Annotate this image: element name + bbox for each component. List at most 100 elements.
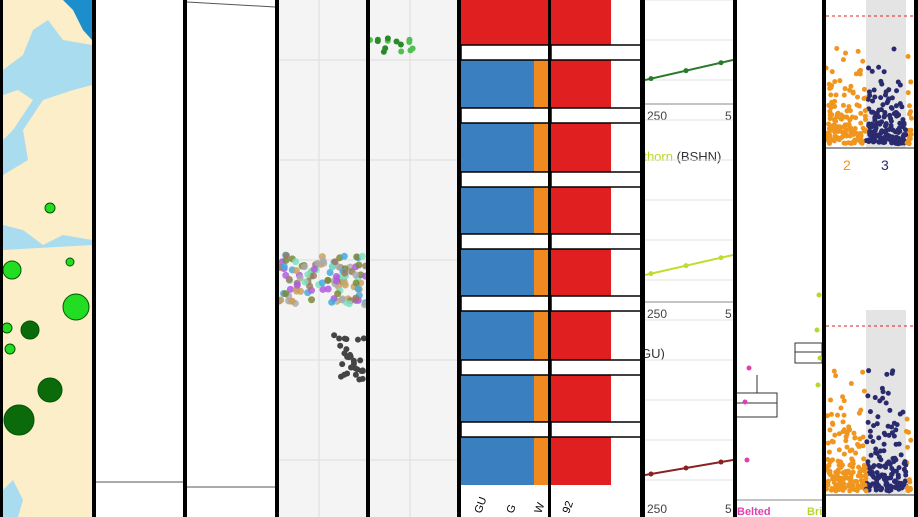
point [850, 90, 856, 96]
point [869, 129, 875, 135]
point [826, 463, 831, 469]
point [857, 137, 863, 143]
point [905, 90, 911, 96]
point [815, 382, 821, 388]
point [861, 86, 867, 92]
point [840, 429, 846, 435]
band [461, 295, 548, 312]
chrom-label: 2 [843, 157, 851, 173]
block [611, 186, 640, 234]
tick-label: 250 [647, 502, 667, 516]
band [461, 107, 548, 124]
structure-strip: GU G W [461, 0, 548, 517]
point [876, 139, 882, 145]
point [855, 48, 861, 54]
point [835, 412, 841, 418]
site [65, 257, 75, 267]
block [461, 186, 548, 234]
point [884, 131, 890, 137]
point [873, 446, 879, 452]
point [319, 257, 327, 265]
point [846, 104, 852, 110]
point [873, 125, 879, 131]
point [358, 252, 366, 260]
point [866, 89, 872, 95]
point [846, 121, 852, 127]
box [737, 392, 778, 418]
point [826, 440, 831, 446]
point [880, 395, 886, 401]
point [876, 64, 882, 70]
point [898, 452, 904, 458]
point [862, 128, 868, 134]
point [324, 285, 332, 293]
point [300, 263, 308, 271]
chrom-label: 3 [881, 157, 889, 173]
point [852, 435, 858, 441]
point [901, 460, 907, 466]
point [904, 416, 910, 422]
point [279, 296, 285, 304]
point [879, 128, 885, 134]
box [794, 342, 822, 364]
point [331, 258, 339, 266]
point [826, 486, 829, 492]
point [905, 54, 911, 60]
point [840, 394, 846, 400]
point [354, 336, 361, 343]
panel-title: rthorn (BSHN) [645, 149, 721, 164]
point [908, 127, 914, 133]
point [897, 120, 903, 126]
point [308, 296, 316, 304]
point [866, 368, 872, 374]
point [683, 465, 689, 471]
point [865, 393, 871, 399]
point [901, 466, 907, 472]
point [844, 444, 850, 450]
point [854, 102, 860, 108]
point [341, 335, 348, 342]
point [874, 110, 880, 116]
point [859, 467, 865, 473]
point [875, 414, 881, 420]
point [869, 68, 875, 74]
point [856, 464, 862, 470]
point [858, 120, 864, 126]
scatter-strip [370, 0, 457, 517]
point [384, 35, 391, 42]
point [865, 419, 871, 425]
point [882, 463, 888, 469]
point [888, 105, 894, 111]
block [461, 374, 548, 422]
point [896, 465, 902, 471]
point [867, 92, 873, 98]
point [869, 109, 875, 115]
point [864, 439, 870, 445]
block [534, 248, 548, 296]
point [877, 474, 883, 480]
point [848, 140, 854, 146]
point [296, 274, 304, 282]
point [355, 261, 363, 269]
point [850, 469, 856, 475]
site [4, 343, 16, 355]
point [882, 472, 888, 478]
point [888, 123, 894, 129]
point [826, 102, 832, 108]
point [832, 129, 838, 135]
point [855, 441, 861, 447]
point [906, 477, 912, 483]
point [683, 68, 689, 74]
point [880, 389, 886, 395]
scatter-strip [279, 0, 366, 517]
block [461, 0, 548, 45]
point [900, 133, 906, 139]
point [890, 368, 896, 374]
point [847, 117, 853, 123]
point [841, 476, 847, 482]
point [889, 140, 895, 146]
point [858, 477, 864, 483]
point [835, 135, 841, 141]
point [869, 469, 875, 475]
point [837, 78, 843, 84]
